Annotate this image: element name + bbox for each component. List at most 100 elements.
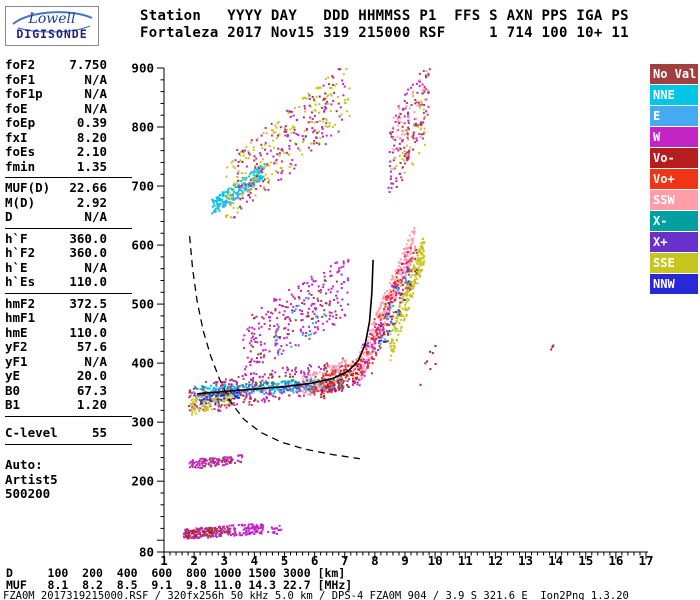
echo-point (295, 304, 298, 307)
echo-point (257, 353, 260, 356)
echo-point (237, 207, 239, 210)
echo-point (243, 524, 246, 527)
echo-point (229, 194, 232, 197)
echo-point (307, 334, 310, 337)
echo-point (216, 461, 219, 464)
echo-point (229, 379, 232, 382)
echo-point (338, 388, 341, 391)
echo-point (367, 351, 370, 354)
echo-point (295, 118, 298, 121)
echo-point (324, 105, 327, 108)
echo-point (327, 94, 330, 97)
echo-point (330, 382, 333, 385)
echo-point (385, 294, 388, 297)
echo-point (261, 147, 264, 150)
echo-point (252, 335, 254, 338)
echo-point (303, 282, 306, 284)
echo-point (422, 121, 425, 124)
echo-point (279, 126, 282, 129)
echo-point (268, 391, 271, 394)
echo-point (407, 285, 410, 288)
echo-point (263, 186, 266, 189)
echo-point (415, 251, 418, 254)
echo-point (312, 389, 315, 392)
echo-point (423, 143, 426, 146)
echo-point (305, 376, 308, 378)
echo-point (336, 297, 339, 300)
echo-point (401, 275, 404, 278)
echo-point (395, 290, 398, 293)
echo-point (407, 88, 410, 91)
echo-point (412, 134, 415, 137)
echo-point (355, 378, 358, 380)
echo-point (292, 305, 295, 308)
echo-point (202, 394, 205, 397)
echo-point (407, 283, 410, 285)
echo-point (264, 348, 267, 351)
echo-point (221, 384, 224, 387)
echo-point (307, 297, 310, 300)
echo-point (290, 379, 293, 382)
echo-point (281, 148, 283, 151)
echo-point (406, 259, 409, 262)
echo-point (275, 170, 277, 172)
echo-point (288, 394, 291, 397)
echo-point (356, 362, 359, 365)
echo-point (384, 322, 387, 325)
echo-point (214, 401, 217, 404)
echo-point (274, 124, 277, 127)
echo-point (313, 98, 315, 101)
echo-point (330, 373, 333, 376)
echo-point (230, 216, 233, 219)
svg-text:16: 16 (608, 553, 623, 568)
echo-point (377, 316, 380, 319)
echo-point (230, 458, 233, 460)
echo-point (405, 105, 408, 108)
echo-point (303, 129, 306, 132)
echo-point (209, 535, 212, 538)
echo-point (255, 361, 258, 364)
echo-point (321, 383, 324, 386)
echo-point (231, 198, 234, 201)
echo-point (245, 365, 248, 368)
echo-point (385, 296, 387, 299)
echo-point (294, 368, 297, 371)
echo-point (398, 142, 401, 145)
echo-point (199, 400, 202, 403)
echo-point (404, 248, 407, 251)
echo-point (342, 262, 345, 265)
param-row-foe: foE N/A (5, 101, 107, 117)
echo-point (388, 330, 391, 333)
x-ticks (163, 552, 647, 559)
echo-point (217, 398, 220, 401)
echo-point (245, 374, 247, 377)
echo-point (286, 135, 289, 138)
echo-point (419, 264, 422, 267)
echo-point (327, 390, 329, 393)
echo-point (215, 533, 217, 536)
echo-point (234, 184, 237, 187)
echo-point (250, 358, 253, 361)
echo-point (323, 364, 326, 366)
param-row-mufd: MUF(D) 22.66 (5, 180, 107, 196)
echo-point (404, 133, 406, 136)
echo-point (398, 322, 401, 325)
echo-point (404, 304, 407, 306)
echo-point (315, 386, 318, 389)
echo-point (289, 115, 292, 118)
echo-point (268, 393, 271, 396)
echo-point (414, 247, 417, 250)
echo-point (270, 526, 273, 529)
echo-point (401, 151, 404, 154)
echo-point (310, 365, 312, 368)
echo-point (420, 262, 423, 265)
echo-point (371, 350, 374, 353)
echo-point (401, 179, 404, 182)
echo-point (315, 321, 318, 324)
echo-point (382, 314, 384, 317)
echo-point (242, 401, 245, 404)
echo-point (330, 287, 333, 290)
echo-point (288, 381, 291, 384)
echo-point (272, 382, 275, 385)
echo-point (286, 333, 289, 336)
